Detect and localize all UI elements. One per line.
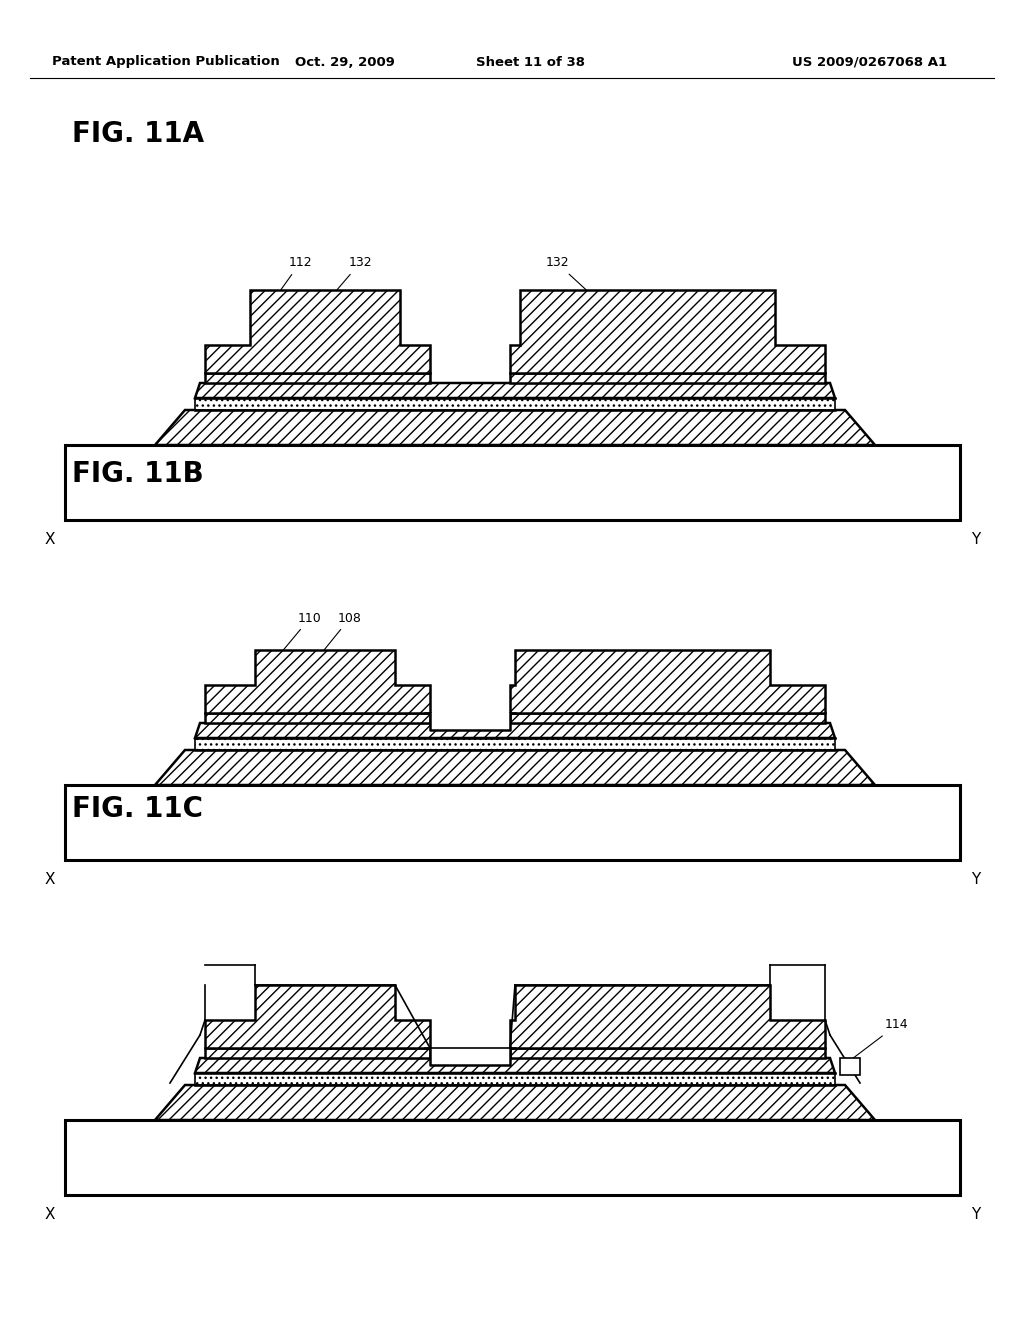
Bar <box>510 713 825 723</box>
Text: 108: 108 <box>322 611 361 653</box>
Bar <box>430 1048 510 1065</box>
Text: Y: Y <box>972 873 981 887</box>
Text: Oct. 29, 2009: Oct. 29, 2009 <box>295 55 395 69</box>
Polygon shape <box>510 985 825 1048</box>
Polygon shape <box>195 723 835 738</box>
Bar <box>195 399 835 411</box>
Bar <box>205 1048 430 1059</box>
Text: Sheet 11 of 38: Sheet 11 of 38 <box>475 55 585 69</box>
Bar <box>65 785 961 861</box>
Text: X: X <box>45 873 55 887</box>
Text: FIG. 11B: FIG. 11B <box>72 459 204 488</box>
Bar <box>205 374 430 383</box>
Polygon shape <box>205 290 430 374</box>
Text: 132: 132 <box>332 256 372 296</box>
Text: 132: 132 <box>545 256 593 296</box>
Bar <box>195 738 835 750</box>
Polygon shape <box>155 1085 874 1119</box>
Text: US 2009/0267068 A1: US 2009/0267068 A1 <box>793 55 947 69</box>
Bar <box>430 713 510 730</box>
Text: Y: Y <box>972 532 981 546</box>
Bar <box>195 1073 835 1085</box>
Text: FIG. 11C: FIG. 11C <box>72 795 203 822</box>
Bar <box>840 1059 860 1074</box>
Polygon shape <box>155 750 874 785</box>
Text: 114: 114 <box>850 1019 908 1060</box>
Text: FIG. 11A: FIG. 11A <box>72 120 204 148</box>
Bar <box>510 1048 825 1059</box>
Text: X: X <box>45 532 55 546</box>
Polygon shape <box>510 290 825 374</box>
Polygon shape <box>195 1059 835 1073</box>
Bar <box>65 445 961 520</box>
Bar <box>510 374 825 383</box>
Polygon shape <box>205 985 430 1048</box>
Text: Y: Y <box>972 1206 981 1222</box>
Text: 112: 112 <box>271 256 312 302</box>
Bar <box>65 1119 961 1195</box>
Text: 110: 110 <box>276 611 322 657</box>
Bar <box>205 713 430 723</box>
Polygon shape <box>510 649 825 713</box>
Text: Patent Application Publication: Patent Application Publication <box>52 55 280 69</box>
Polygon shape <box>155 411 874 445</box>
Polygon shape <box>195 383 835 399</box>
Polygon shape <box>205 649 430 713</box>
Text: X: X <box>45 1206 55 1222</box>
